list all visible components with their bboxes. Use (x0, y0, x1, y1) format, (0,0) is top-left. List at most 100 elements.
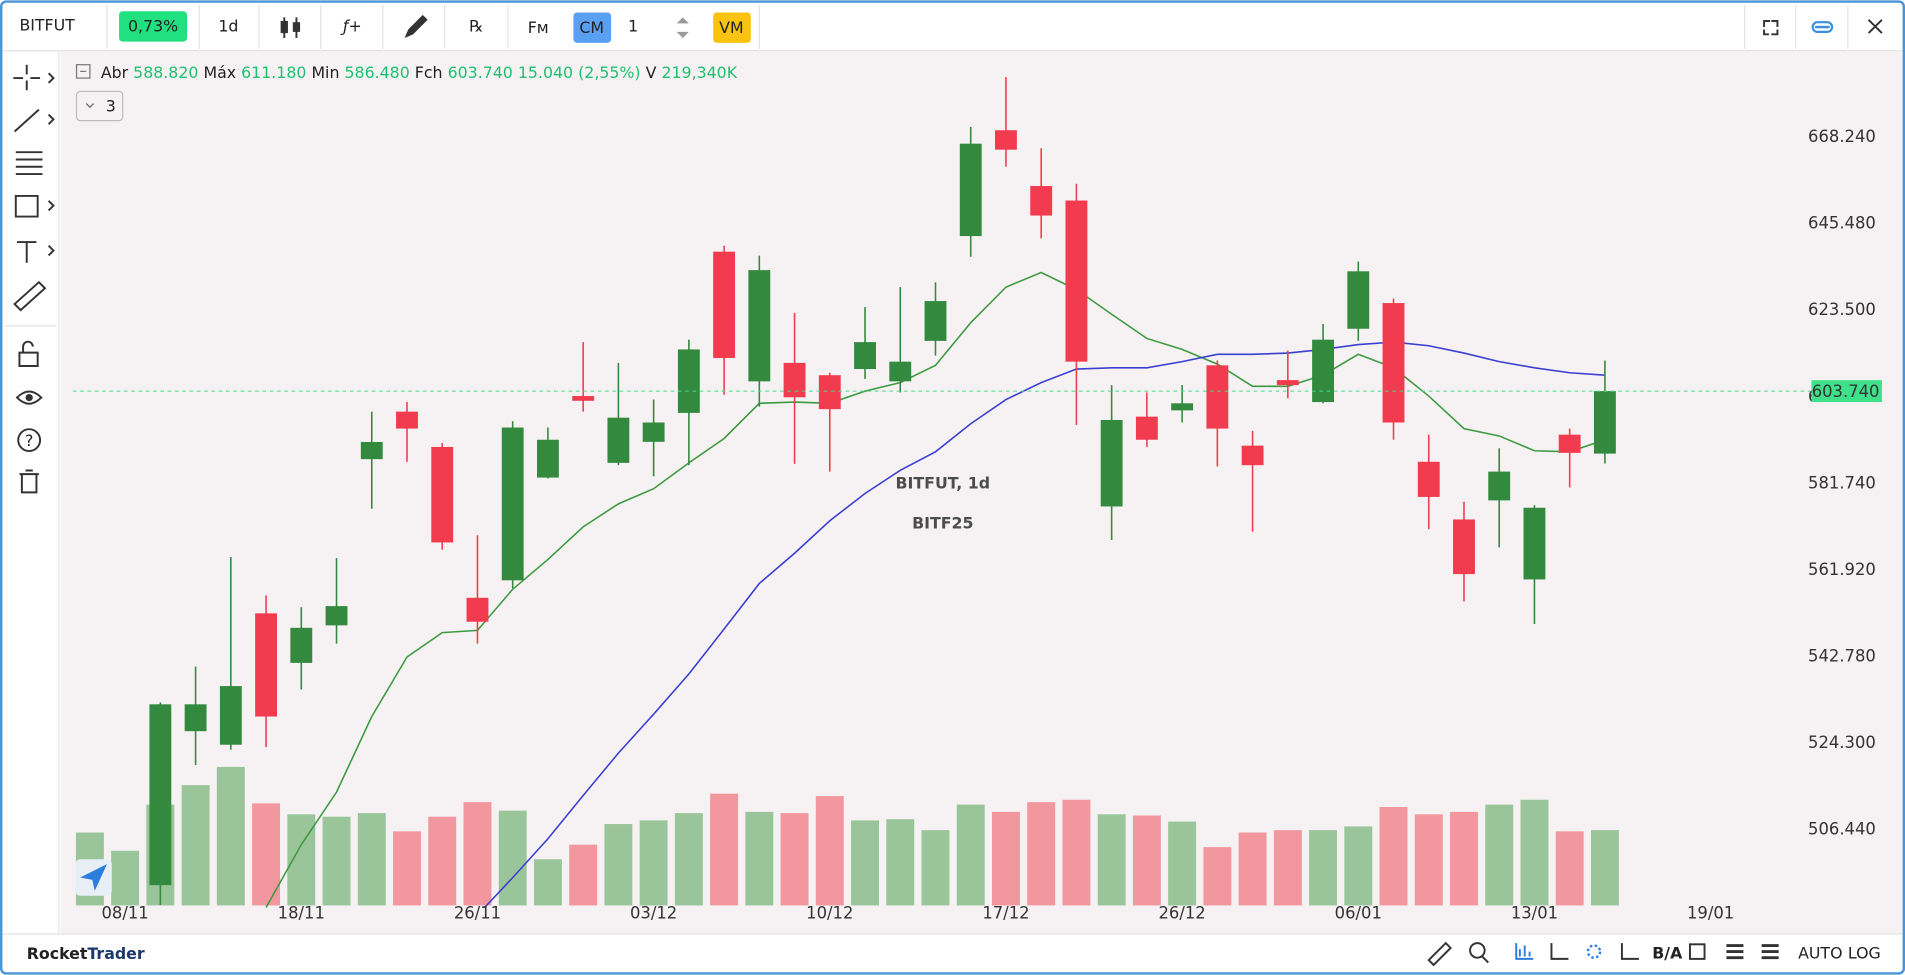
candle-body (1100, 419, 1123, 507)
candle-body (290, 627, 313, 663)
volume-bar (1203, 847, 1232, 906)
volume-bar (991, 811, 1020, 906)
candle-body (149, 704, 172, 886)
volume-bar (1379, 807, 1408, 906)
spinner[interactable] (676, 17, 689, 38)
fm-button[interactable]: Fᴍ (528, 18, 549, 37)
volume-bar (780, 813, 809, 906)
volume-bar (1485, 804, 1514, 906)
dots-button[interactable] (1586, 944, 1602, 959)
volume-bar (1414, 814, 1443, 906)
indicator-button[interactable]: ƒ+ (340, 17, 362, 36)
book-button[interactable] (1688, 943, 1706, 960)
candle-body (889, 361, 912, 382)
candle-body (1593, 391, 1616, 454)
line-tool[interactable] (13, 108, 55, 133)
value: 586.480 (344, 63, 409, 82)
volume-bar (533, 859, 562, 906)
label: Abr (101, 63, 129, 82)
volume-bar (181, 785, 210, 906)
indicators-toggle[interactable] (75, 90, 124, 122)
x-tick-label: 10/12 (806, 903, 853, 922)
fib-tool[interactable] (15, 151, 43, 176)
candle-body (1488, 471, 1511, 501)
value: 603.740 (448, 63, 513, 82)
x-tick-label: 08/11 (102, 903, 149, 922)
candle-body (1523, 507, 1546, 580)
volume-bar (498, 810, 527, 906)
volume-bar (674, 813, 703, 906)
quantity[interactable]: 1 (628, 17, 638, 36)
auto-button[interactable]: AUTO (1798, 944, 1842, 963)
candle-body (1171, 403, 1194, 411)
interval[interactable]: 1d (218, 17, 238, 36)
volume-bar (604, 824, 633, 906)
ba-button[interactable]: B/A (1652, 944, 1683, 963)
axis-button[interactable] (1620, 943, 1639, 960)
volume-bar (1555, 831, 1584, 906)
vm-badge[interactable] (713, 12, 751, 43)
ohlc-legend: Abr 588.820 Máx 611.180 Min 586.480 Fch … (101, 63, 738, 82)
volume-bar (1238, 832, 1267, 906)
volume-bar (252, 803, 281, 906)
candle-body (713, 251, 736, 358)
volume-bar (393, 831, 421, 906)
times-button[interactable] (1761, 944, 1779, 960)
crosshair-tool[interactable] (13, 64, 55, 91)
candle-body (325, 606, 348, 626)
x-tick-label: 17/12 (982, 903, 1029, 922)
candle-body (184, 704, 207, 732)
bars-button[interactable] (1515, 943, 1534, 960)
value: (2,55%) (578, 63, 640, 82)
cm: CM (579, 18, 604, 37)
text-tool[interactable] (17, 241, 55, 263)
indicator-count: 3 (106, 97, 116, 116)
shape-tool[interactable] (14, 194, 55, 218)
legend: Abr 588.820 Máx 611.180 Min 586.480 Fch … (75, 63, 738, 122)
y-tick-label: 581.740 (1808, 473, 1876, 492)
value: 219,340K (661, 63, 737, 82)
volume-bar (815, 796, 844, 906)
label: V (646, 63, 657, 82)
chart-type-button[interactable] (280, 17, 301, 38)
zoom-button[interactable] (1469, 942, 1486, 959)
help-tool[interactable] (17, 428, 42, 453)
volume-bar (851, 820, 879, 906)
y-tick-label: 645.480 (1808, 214, 1876, 233)
candle-body (959, 143, 982, 237)
price-tag (1811, 380, 1882, 403)
left-toolbar: ? (4, 64, 56, 494)
vm: VM (719, 18, 743, 37)
candle-body (1241, 445, 1264, 466)
cm-badge[interactable] (573, 12, 612, 43)
candle-body (219, 686, 242, 745)
brand: RocketTrader (27, 944, 145, 963)
log-button[interactable]: LOG (1848, 944, 1881, 963)
volume-bar (1273, 830, 1302, 906)
collapse-button[interactable] (75, 64, 91, 79)
scatter-button[interactable] (1550, 943, 1569, 960)
candle-body (783, 362, 806, 398)
moving-average (265, 271, 1606, 908)
candle-body (924, 301, 947, 341)
fullscreen-button[interactable] (1763, 19, 1779, 36)
ruler-tool[interactable] (13, 280, 47, 312)
volume-bar (428, 816, 457, 906)
candle-body (677, 349, 700, 413)
candle-body (748, 270, 771, 382)
close-button[interactable] (1867, 19, 1883, 34)
candle-body (396, 411, 418, 429)
volume-bar (1590, 830, 1619, 906)
volume-bar (886, 819, 915, 906)
ruler-button[interactable] (1427, 941, 1452, 967)
symbol[interactable]: BITFUT (19, 15, 75, 34)
candle-body (818, 375, 841, 410)
visibility-tool[interactable] (15, 390, 43, 405)
lock-tool[interactable] (18, 340, 39, 367)
rx-button[interactable]: ℞ (469, 17, 483, 36)
draw-button[interactable] (404, 14, 428, 38)
delete-tool[interactable] (19, 469, 39, 494)
x-tick-label: 26/11 (454, 903, 501, 922)
dom-button[interactable] (1726, 944, 1744, 960)
